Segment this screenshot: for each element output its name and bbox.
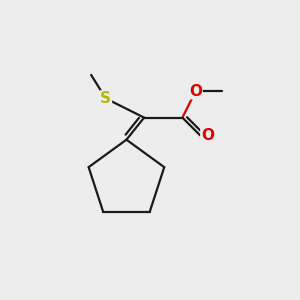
Text: O: O [201,128,214,143]
Text: S: S [100,91,111,106]
Text: O: O [189,84,202,99]
